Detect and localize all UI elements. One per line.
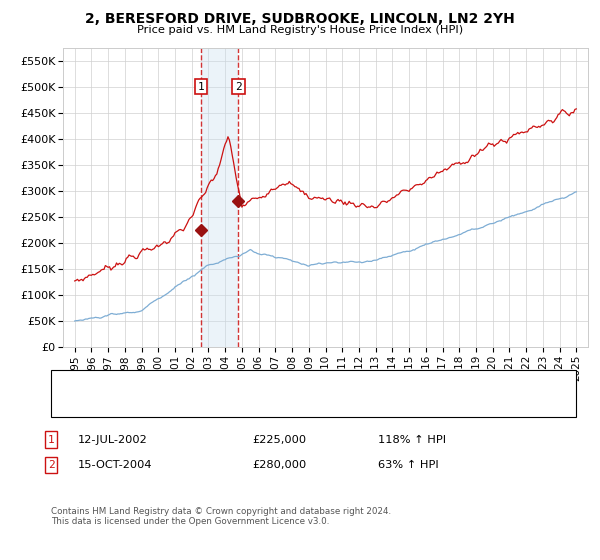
Text: 1: 1 bbox=[197, 82, 204, 92]
Text: 12-JUL-2002: 12-JUL-2002 bbox=[78, 435, 148, 445]
Text: 2: 2 bbox=[235, 82, 242, 92]
Text: £280,000: £280,000 bbox=[252, 460, 306, 470]
Bar bbox=[201, 48, 238, 347]
Text: Contains HM Land Registry data © Crown copyright and database right 2024.
This d: Contains HM Land Registry data © Crown c… bbox=[51, 507, 391, 526]
Text: HPI: Average price, detached house, West Lindsey: HPI: Average price, detached house, West… bbox=[84, 400, 346, 410]
Text: 1: 1 bbox=[47, 435, 55, 445]
Text: 118% ↑ HPI: 118% ↑ HPI bbox=[378, 435, 446, 445]
Text: 63% ↑ HPI: 63% ↑ HPI bbox=[378, 460, 439, 470]
Text: Price paid vs. HM Land Registry's House Price Index (HPI): Price paid vs. HM Land Registry's House … bbox=[137, 25, 463, 35]
Text: 2: 2 bbox=[47, 460, 55, 470]
Text: ——: —— bbox=[57, 398, 85, 412]
Text: 2, BERESFORD DRIVE, SUDBROOKE, LINCOLN, LN2 2YH: 2, BERESFORD DRIVE, SUDBROOKE, LINCOLN, … bbox=[85, 12, 515, 26]
Text: 2, BERESFORD DRIVE, SUDBROOKE, LINCOLN, LN2 2YH (detached house): 2, BERESFORD DRIVE, SUDBROOKE, LINCOLN, … bbox=[84, 378, 466, 388]
Text: 15-OCT-2004: 15-OCT-2004 bbox=[78, 460, 152, 470]
Text: £225,000: £225,000 bbox=[252, 435, 306, 445]
Text: ——: —— bbox=[57, 376, 85, 390]
